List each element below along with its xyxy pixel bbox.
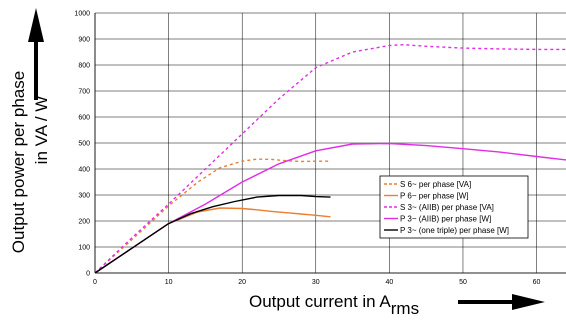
y-tick-label: 700 xyxy=(78,89,90,96)
x-tick-label: 50 xyxy=(459,279,467,286)
y-axis-arrow-head xyxy=(28,8,44,42)
plot-axes xyxy=(94,13,566,274)
legend-label: S 3~ (AIIB) per phase [VA] xyxy=(400,203,494,212)
y-tick-label: 200 xyxy=(78,219,90,226)
x-axis-arrow-head xyxy=(512,294,545,310)
series-line-1 xyxy=(94,158,331,274)
data-series xyxy=(94,44,566,274)
y-tick-label: 400 xyxy=(78,167,90,174)
x-tick-label: 60 xyxy=(533,279,541,286)
y-axis-label-line1: Output power per phase xyxy=(9,71,28,253)
legend-box xyxy=(379,175,529,239)
y-tick-label: 600 xyxy=(78,115,90,122)
x-axis-label: Output current in Arms xyxy=(249,292,419,318)
x-axis-label-main: Output current in A xyxy=(249,292,391,311)
y-tick-label: 100 xyxy=(78,245,90,252)
x-axis-label-subscript: rms xyxy=(391,299,419,318)
x-tick-label: 0 xyxy=(93,279,97,286)
legend-label: P 3~ (AIIB) per phase [W] xyxy=(400,215,491,224)
y-tick-label: 800 xyxy=(78,63,90,70)
x-tick-label: 30 xyxy=(312,279,320,286)
legend: S 6~ per phase [VA] P 6~ per phase [W] S 3… xyxy=(379,175,529,239)
y-tick-labels: 0 100 200 300 400 500 600 700 800 900 1000 xyxy=(74,11,90,278)
y-tick-label: 500 xyxy=(78,141,90,148)
x-tick-label: 40 xyxy=(385,279,393,286)
legend-label: S 6~ per phase [VA] xyxy=(400,180,471,189)
y-tick-label: 0 xyxy=(86,271,90,278)
x-tick-label: 20 xyxy=(238,279,246,286)
legend-label: P 6~ per phase [W] xyxy=(400,192,469,201)
y-axis-label-line2: in VA / W xyxy=(32,96,51,165)
x-tick-label: 10 xyxy=(165,279,173,286)
y-axis-title: Output power per phase in VA / W xyxy=(9,8,51,253)
x-axis-title: Output current in Arms xyxy=(249,292,545,318)
legend-items: S 6~ per phase [VA] P 6~ per phase [W] S 3… xyxy=(384,180,509,235)
y-tick-label: 900 xyxy=(78,37,90,44)
x-tick-labels: 0 10 20 30 40 50 60 xyxy=(93,279,541,286)
plot-area: 0 10 20 30 40 50 60 0 100 200 300 400 500 600 700 800 9… xyxy=(74,11,566,286)
y-tick-label: 1000 xyxy=(74,11,90,18)
legend-label: P 3~ (one triple) per phase [W] xyxy=(400,226,509,235)
y-tick-label: 300 xyxy=(78,193,90,200)
series-line-5 xyxy=(94,194,331,274)
